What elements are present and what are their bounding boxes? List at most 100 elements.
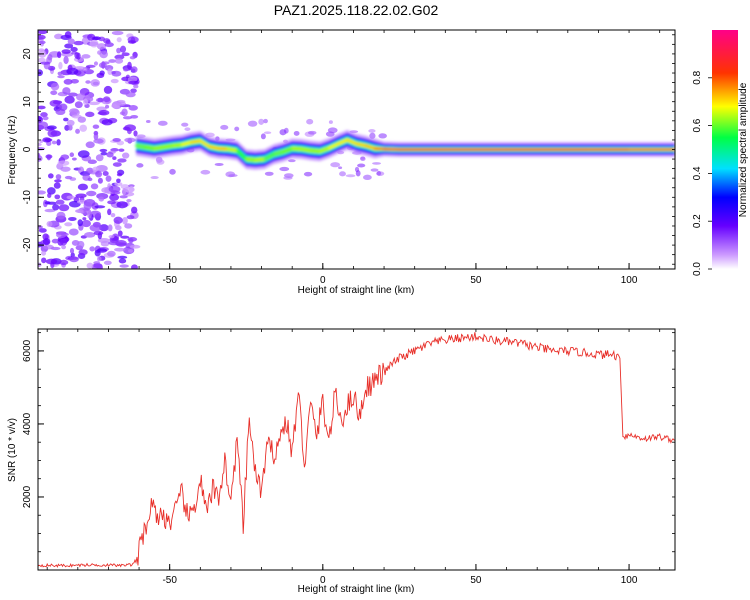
noise-blob xyxy=(124,124,136,132)
noise-blob xyxy=(378,133,387,139)
noise-blob xyxy=(38,190,46,195)
noise-blob xyxy=(127,249,134,253)
snr-y-tick-label: 4000 xyxy=(22,412,33,435)
noise-blob xyxy=(51,140,57,145)
ridge-core-segment xyxy=(272,150,285,156)
snr-y-label: SNR (10 * v/v) xyxy=(7,418,18,482)
noise-blob xyxy=(42,238,51,246)
noise-blob xyxy=(69,247,75,254)
noise-blob xyxy=(85,141,95,149)
noise-blob xyxy=(117,158,127,163)
noise-blob xyxy=(86,262,94,269)
noise-blob xyxy=(363,174,372,181)
noise-blob xyxy=(98,62,107,69)
colorbar-tick-label: 0.8 xyxy=(692,70,703,84)
noise-blob xyxy=(263,131,272,135)
noise-blob xyxy=(97,256,102,262)
noise-blob xyxy=(89,39,99,48)
noise-blob xyxy=(50,90,58,96)
noise-blob xyxy=(288,159,296,163)
spectrogram-x-tick-label: 100 xyxy=(621,275,638,286)
noise-blob xyxy=(57,160,70,166)
noise-blob xyxy=(64,43,74,49)
noise-blob xyxy=(38,30,48,35)
noise-blob xyxy=(108,235,115,239)
noise-blob xyxy=(50,246,61,251)
noise-blob xyxy=(63,117,69,122)
noise-blob xyxy=(38,105,46,110)
noise-blob xyxy=(89,224,102,232)
noise-blob xyxy=(279,166,290,172)
noise-blob xyxy=(78,249,88,256)
noise-blob xyxy=(46,125,57,130)
snr-x-tick-label: -50 xyxy=(162,575,177,586)
noise-blob xyxy=(260,133,266,140)
noise-blob xyxy=(128,105,138,111)
ridge-core-segment xyxy=(263,153,275,161)
noise-blob xyxy=(38,34,46,40)
noise-blob xyxy=(184,127,191,131)
noise-blob xyxy=(81,54,91,59)
noise-blob xyxy=(74,51,80,59)
noise-blob xyxy=(73,40,84,46)
noise-blob xyxy=(77,240,85,249)
colorbar-gradient xyxy=(712,30,738,269)
noise-blob xyxy=(293,130,300,136)
noise-blob xyxy=(67,38,75,45)
noise-blob xyxy=(76,209,84,213)
noise-blob xyxy=(121,52,130,57)
snr-y-axis: 2000 4000 6000 xyxy=(22,332,675,571)
noise-blob xyxy=(368,129,376,133)
noise-blob xyxy=(63,56,69,65)
spectrogram-x-axis: -50 0 50 100 xyxy=(46,30,661,286)
noise-blob xyxy=(114,54,125,60)
noise-blob xyxy=(47,173,54,179)
ridge-core-segment xyxy=(235,149,248,161)
noise-blob xyxy=(339,171,346,177)
noise-blob xyxy=(98,196,105,202)
snr-x-tick-label: 100 xyxy=(621,575,638,586)
noise-blob xyxy=(128,80,139,85)
noise-blob xyxy=(103,96,111,103)
snr-panel: -50 0 50 100 2000 4000 6000 Height of straigh… xyxy=(7,328,676,595)
noise-blob xyxy=(87,210,92,219)
noise-blob xyxy=(303,171,313,177)
noise-blob xyxy=(64,222,73,227)
noise-blob xyxy=(200,169,211,175)
noise-blob xyxy=(83,201,92,210)
noise-blob xyxy=(214,162,224,166)
noise-blob xyxy=(61,244,67,250)
noise-blob xyxy=(89,246,96,252)
noise-blob xyxy=(133,84,139,89)
colorbar: 0.0 0.2 0.4 0.6 0.8 Normalized spectral ampl… xyxy=(692,30,749,276)
noise-blob xyxy=(101,119,113,126)
noise-blob xyxy=(118,148,125,152)
noise-blob xyxy=(54,194,61,200)
noise-blob xyxy=(107,250,116,257)
noise-blob xyxy=(115,101,127,107)
noise-blob xyxy=(93,36,101,41)
noise-blob xyxy=(156,159,165,165)
colorbar-label: Normalized spectral amplitude xyxy=(738,82,749,217)
noise-blob xyxy=(68,216,77,221)
noise-blob xyxy=(104,42,114,48)
noise-blob xyxy=(38,48,45,52)
noise-blob xyxy=(338,166,343,170)
noise-blob xyxy=(109,193,120,201)
noise-blob xyxy=(113,216,123,224)
noise-blob xyxy=(131,264,138,269)
noise-blob xyxy=(49,99,61,107)
snr-x-label: Height of straight line (km) xyxy=(298,584,415,595)
ridge-core-segment xyxy=(180,141,193,146)
noise-blob xyxy=(55,231,67,239)
noise-blob xyxy=(53,182,61,189)
noise-blob xyxy=(103,85,113,94)
noise-blob xyxy=(77,150,90,158)
noise-blob xyxy=(220,124,229,130)
noise-blob xyxy=(38,142,42,147)
noise-blob xyxy=(330,162,341,168)
snr-series-line xyxy=(38,332,675,568)
noise-blob xyxy=(87,159,97,164)
